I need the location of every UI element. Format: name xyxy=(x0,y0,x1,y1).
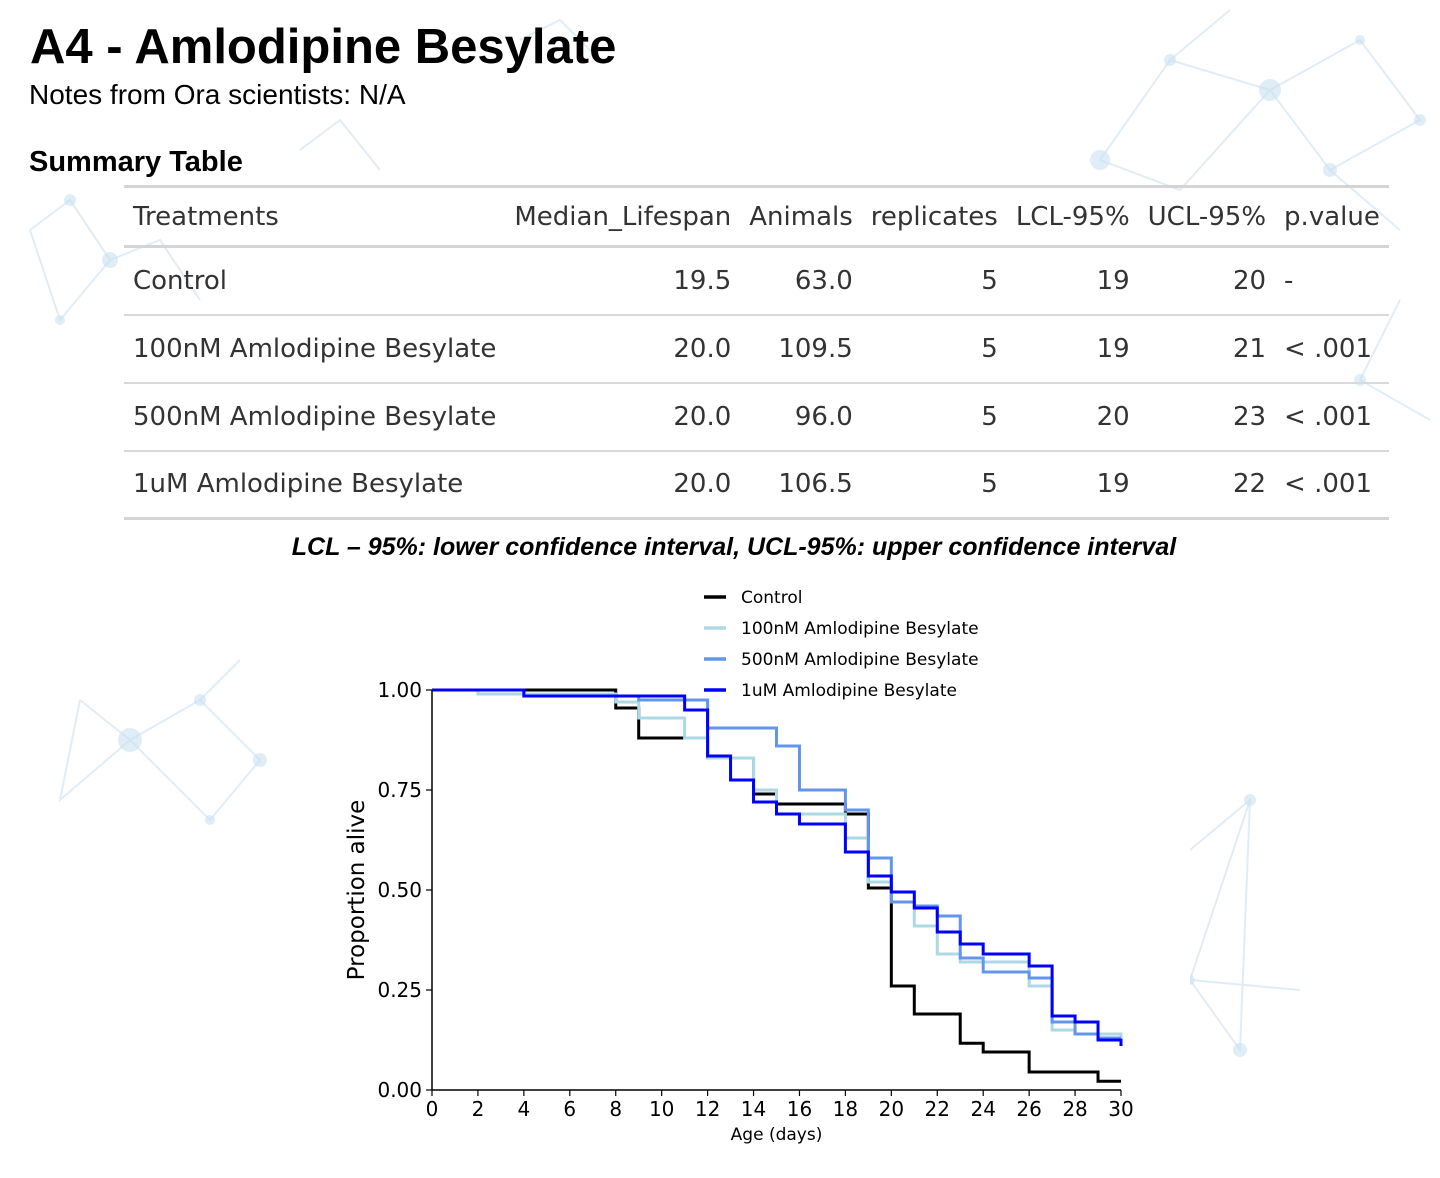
table-cell: 5 xyxy=(981,333,998,364)
legend-label: Control xyxy=(741,588,802,608)
x-tick-label: 6 xyxy=(563,1097,576,1121)
x-axis-label: Age (days) xyxy=(731,1125,823,1145)
page-title: A4 - Amlodipine Besylate xyxy=(30,20,617,74)
table-header-row: Treatments Median_Lifespan Animals repli… xyxy=(124,186,1389,247)
x-tick-label: 10 xyxy=(649,1097,674,1121)
table-cell: 23 xyxy=(1232,401,1267,432)
table-cell: 109.5 xyxy=(778,333,853,364)
table-cell: 20 xyxy=(1096,401,1130,432)
x-tick-label: 18 xyxy=(833,1097,858,1121)
table-row: Control 19.5 63.0 5 19 20 - xyxy=(124,247,1389,315)
table-cell: Control xyxy=(133,265,227,296)
table-cell: 63.0 xyxy=(794,265,853,296)
table-cell: 5 xyxy=(981,401,998,432)
x-tick-label: 14 xyxy=(741,1097,766,1121)
table-cell: 20.0 xyxy=(673,469,732,500)
table-cell: 106.5 xyxy=(778,469,853,500)
column-header: LCL-95% xyxy=(1015,201,1130,232)
table-cell: 22 xyxy=(1232,469,1267,500)
column-header: UCL-95% xyxy=(1147,201,1267,232)
table-cell: 500nM Amlodipine Besylate xyxy=(133,401,497,432)
y-axis-label: Proportion alive xyxy=(344,800,370,981)
chart-axes: 0 2 4 6 8 10 12 14 16 18 20 22 24 26 28 300.000.250.500… xyxy=(344,678,1134,1145)
column-header: p.value xyxy=(1284,201,1380,232)
chart-legend: Control 100nM Amlodipine Besylate 500nM Am… xyxy=(704,588,979,701)
x-tick-label: 24 xyxy=(970,1097,995,1121)
table-cell: 19 xyxy=(1096,469,1130,500)
x-tick-label: 28 xyxy=(1062,1097,1087,1121)
summary-table: Treatments Median_Lifespan Animals repli… xyxy=(124,185,1389,520)
table-cell: 20.0 xyxy=(673,333,732,364)
x-tick-label: 8 xyxy=(609,1097,622,1121)
table-cell: 19.5 xyxy=(673,265,732,296)
x-tick-label: 0 xyxy=(426,1097,439,1121)
column-header: replicates xyxy=(870,201,998,232)
table-row: 100nM Amlodipine Besylate 20.0 109.5 5 1… xyxy=(124,315,1389,383)
table-cell: 1uM Amlodipine Besylate xyxy=(133,469,464,500)
x-tick-label: 16 xyxy=(787,1097,812,1121)
series-line-3 xyxy=(432,688,1123,1046)
summary-table-title: Summary Table xyxy=(29,146,243,178)
table-row: 1uM Amlodipine Besylate 20.0 106.5 5 19 … xyxy=(124,451,1389,519)
y-tick-label: 0.50 xyxy=(377,878,422,902)
y-tick-label: 1.00 xyxy=(377,678,422,702)
table-cell: - xyxy=(1284,265,1294,296)
y-tick-label: 0.25 xyxy=(377,978,422,1002)
legend-label: 1uM Amlodipine Besylate xyxy=(741,681,957,701)
legend-label: 500nM Amlodipine Besylate xyxy=(741,650,979,670)
x-tick-label: 12 xyxy=(695,1097,720,1121)
column-header: Treatments xyxy=(133,201,279,232)
x-tick-label: 20 xyxy=(879,1097,904,1121)
table-row: 500nM Amlodipine Besylate 20.0 96.0 5 20… xyxy=(124,383,1389,451)
x-tick-label: 4 xyxy=(517,1097,530,1121)
table-cell: 20.0 xyxy=(673,401,732,432)
table-cell: < .001 xyxy=(1284,469,1372,500)
y-tick-label: 0.00 xyxy=(377,1078,422,1102)
table-cell: 20 xyxy=(1232,265,1267,296)
table-cell: 19 xyxy=(1096,333,1130,364)
table-cell: < .001 xyxy=(1284,401,1372,432)
table-cell: 100nM Amlodipine Besylate xyxy=(133,333,497,364)
table-cell: 19 xyxy=(1096,265,1130,296)
table-cell: < .001 xyxy=(1284,333,1372,364)
table-cell: 5 xyxy=(981,469,998,500)
y-tick-label: 0.75 xyxy=(377,778,422,802)
x-tick-label: 30 xyxy=(1108,1097,1133,1121)
column-header: Median_Lifespan xyxy=(514,201,732,232)
chart-series-layer xyxy=(432,688,1123,1083)
column-header: Animals xyxy=(749,201,853,232)
x-tick-label: 26 xyxy=(1016,1097,1041,1121)
x-tick-label: 2 xyxy=(472,1097,485,1121)
table-cell: 21 xyxy=(1232,333,1267,364)
table-cell: 5 xyxy=(981,265,998,296)
scientist-notes: Notes from Ora scientists: N/A xyxy=(29,79,406,110)
legend-label: 100nM Amlodipine Besylate xyxy=(741,619,979,639)
x-tick-label: 22 xyxy=(925,1097,950,1121)
table-cell: 96.0 xyxy=(794,401,853,432)
survival-chart: 0 2 4 6 8 10 12 14 16 18 20 22 24 26 28 300.000.250.500… xyxy=(280,578,1190,1158)
table-caption: LCL – 95%: lower confidence interval, UC… xyxy=(291,533,1177,561)
